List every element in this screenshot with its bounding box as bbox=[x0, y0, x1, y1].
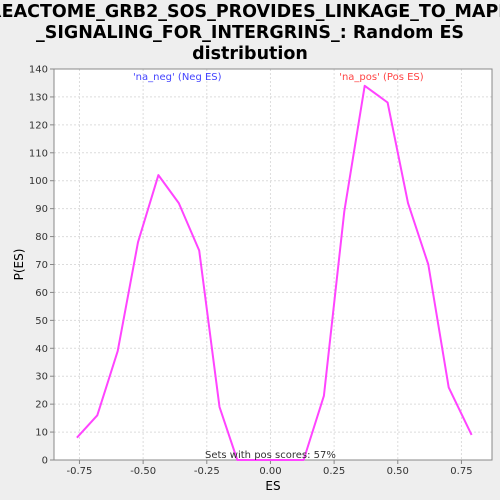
x-tick-label: 0.75 bbox=[450, 466, 472, 477]
x-tick-label: -0.75 bbox=[67, 466, 93, 477]
y-tick-label: 0 bbox=[42, 456, 48, 467]
y-tick-label: 120 bbox=[29, 120, 48, 131]
y-tick-label: 30 bbox=[35, 372, 48, 383]
y-axis-label: P(ES) bbox=[12, 249, 26, 281]
x-tick-label: 0.00 bbox=[259, 466, 281, 477]
chart-annotation: Sets with pos scores: 57% bbox=[205, 450, 336, 461]
y-tick-label: 10 bbox=[35, 428, 48, 439]
y-tick-label: 90 bbox=[35, 204, 48, 215]
y-tick-label: 140 bbox=[29, 65, 48, 76]
y-tick-label: 130 bbox=[29, 92, 48, 103]
x-tick-label: 0.25 bbox=[323, 466, 345, 477]
y-tick-label: 100 bbox=[29, 176, 48, 187]
series-line bbox=[76, 84, 473, 461]
y-tick-label: 20 bbox=[35, 400, 48, 411]
chart-title-line: REACTOME_GRB2_SOS_PROVIDES_LINKAGE_TO_MA… bbox=[0, 2, 500, 22]
x-tick-label: 0.50 bbox=[387, 466, 409, 477]
y-tick-label: 50 bbox=[35, 316, 48, 327]
y-tick-label: 40 bbox=[35, 344, 48, 355]
x-tick-label: -0.25 bbox=[194, 466, 220, 477]
y-tick-label: 80 bbox=[35, 232, 48, 243]
chart-title-line: distribution bbox=[192, 44, 308, 64]
y-tick-label: 60 bbox=[35, 288, 48, 299]
x-tick-label: -0.50 bbox=[130, 466, 156, 477]
y-tick-label: 70 bbox=[35, 260, 48, 271]
y-tick-label: 110 bbox=[29, 148, 48, 159]
chart-title-line: _SIGNALING_FOR_INTERGRINS_: Random ES bbox=[36, 23, 464, 43]
chart-annotation: 'na_pos' (Pos ES) bbox=[339, 72, 424, 83]
x-axis-label: ES bbox=[265, 479, 280, 493]
chart-annotation: 'na_neg' (Neg ES) bbox=[133, 72, 222, 83]
